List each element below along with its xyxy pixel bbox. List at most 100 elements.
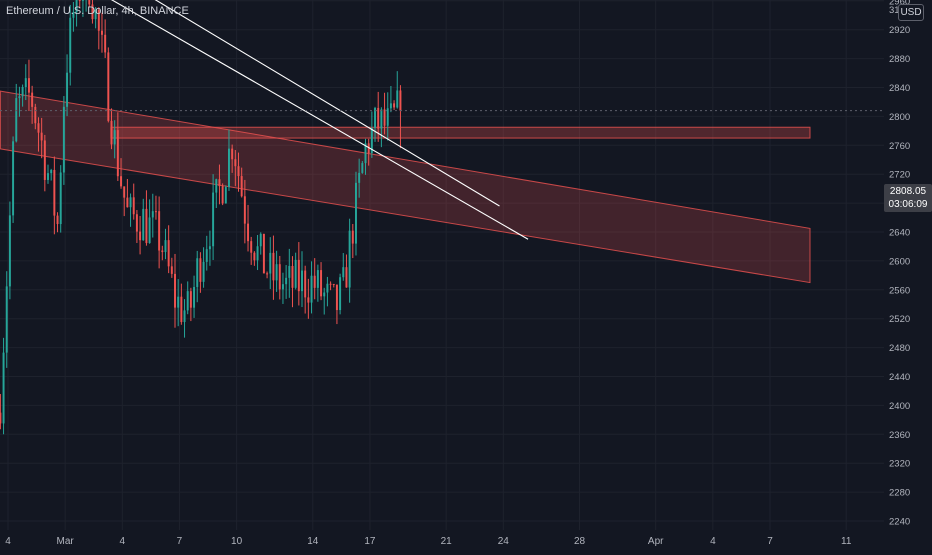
- candle-down: [154, 211, 157, 213]
- time-tick-label: 24: [498, 536, 510, 547]
- time-axis[interactable]: 4 Mar 4 7 10 14 17 21 24 28 Apr 4 7 11: [0, 530, 932, 550]
- last-price-tag: 2808.05 03:06:09: [884, 184, 932, 212]
- candle-down: [221, 186, 224, 204]
- candle-down: [240, 176, 243, 197]
- candle-down: [272, 252, 275, 281]
- candle-down: [335, 284, 338, 311]
- time-tick-label: 11: [841, 536, 852, 547]
- candle-down: [320, 270, 323, 297]
- candle-down: [297, 259, 300, 292]
- candle-up: [358, 172, 361, 183]
- candle-up: [129, 197, 132, 208]
- candle-up: [81, 0, 84, 1]
- candle-down: [139, 231, 142, 241]
- price-tick-label: 2600: [889, 256, 910, 267]
- price-tick-label: 2640: [889, 228, 910, 239]
- candle-down: [262, 233, 265, 274]
- candle-down: [37, 123, 40, 133]
- candle-down: [91, 4, 94, 20]
- descending-channel: [0, 90, 811, 284]
- price-tick-label: 2880: [889, 54, 910, 65]
- candle-up: [69, 17, 72, 73]
- candle-down: [367, 143, 370, 154]
- candle-down: [43, 140, 46, 180]
- time-tick-label: 4: [5, 536, 11, 547]
- candle-down: [88, 0, 91, 5]
- candle-down: [116, 130, 119, 177]
- candle-down: [266, 273, 269, 275]
- candle-up: [47, 173, 49, 180]
- candle-up: [285, 277, 288, 285]
- candle-up: [62, 106, 65, 173]
- candle-down: [104, 34, 107, 53]
- candle-down: [199, 258, 202, 282]
- candle-up: [281, 284, 284, 290]
- candle-up: [193, 287, 196, 308]
- price-tick-label: 2560: [889, 285, 910, 296]
- candle-down: [234, 159, 237, 167]
- candle-up: [256, 246, 259, 261]
- candle-up: [342, 267, 345, 278]
- price-tick-label: 2240: [889, 517, 910, 528]
- candle-up: [208, 246, 211, 250]
- candle-down: [313, 275, 316, 288]
- candle-up: [148, 217, 151, 244]
- candle-down: [31, 92, 34, 107]
- time-tick-label: 7: [177, 536, 183, 547]
- time-tick-label: 4: [710, 536, 716, 547]
- candle-down: [120, 176, 123, 187]
- time-tick-label: 21: [441, 536, 453, 547]
- candle-down: [40, 132, 43, 141]
- candle-up: [326, 283, 329, 293]
- price-tick-label: 2840: [889, 83, 910, 94]
- candle-up: [15, 98, 18, 142]
- candle-up: [361, 163, 364, 173]
- price-tick-label: 2440: [889, 372, 910, 383]
- price-tick-label: 2400: [889, 401, 910, 412]
- candle-down: [291, 265, 294, 288]
- price-tick-label: 2920: [889, 25, 910, 36]
- price-tick-label: 2320: [889, 459, 910, 470]
- candle-down: [174, 273, 176, 308]
- time-tick-label: 4: [120, 536, 126, 547]
- price-tick-label-top: 31: [889, 5, 900, 16]
- candle-down: [27, 78, 30, 93]
- candle-up: [386, 108, 389, 126]
- candle-down: [53, 169, 56, 216]
- candle-up: [224, 187, 227, 204]
- candle-down: [332, 283, 335, 285]
- candle-up: [21, 87, 24, 97]
- candle-down: [123, 186, 126, 198]
- candle-up: [18, 96, 21, 99]
- candle-down: [377, 107, 380, 129]
- candle-down: [307, 297, 310, 303]
- time-tick-label: 17: [364, 536, 376, 547]
- trendline-layer[interactable]: [0, 0, 884, 240]
- candle-up: [275, 264, 278, 281]
- time-tick-label: Mar: [57, 536, 75, 547]
- time-axis-bg: [0, 530, 932, 550]
- candle-down: [107, 52, 110, 121]
- candle-up: [288, 265, 291, 278]
- candle-down: [170, 266, 173, 274]
- candle-up: [12, 141, 15, 216]
- candle-down: [180, 296, 183, 323]
- candle-up: [323, 292, 326, 297]
- candle-down: [110, 120, 113, 145]
- candle-down: [78, 0, 81, 1]
- bar-countdown: 03:06:09: [888, 199, 928, 210]
- currency-badge[interactable]: USD: [898, 4, 924, 21]
- trendline: [154, 0, 500, 207]
- candle-down: [158, 211, 161, 251]
- candle-up: [72, 12, 75, 18]
- candle-down: [329, 283, 332, 285]
- symbol-title[interactable]: Ethereum / U.S. Dollar, 4h, BINANCE: [6, 5, 189, 17]
- candle-down: [247, 223, 250, 242]
- candle-up: [164, 240, 167, 253]
- candle-down: [135, 214, 138, 232]
- price-tick-label: 2480: [889, 343, 910, 354]
- candle-up: [24, 78, 27, 88]
- price-axis[interactable]: 2240 2280 2320 2360 2400 2440 2480 2520 2560 2600…: [884, 0, 932, 550]
